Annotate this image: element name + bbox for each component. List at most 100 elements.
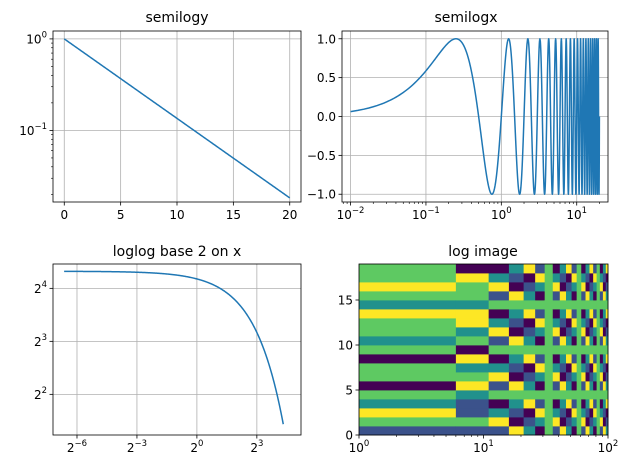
- heatmap-cell: [455, 309, 490, 319]
- heatmap-cell: [596, 399, 601, 409]
- heatmap-cell: [605, 282, 609, 292]
- heatmap-cell: [566, 408, 572, 418]
- heatmap-cell: [589, 399, 594, 409]
- heatmap-cell: [576, 300, 582, 310]
- heatmap-cell: [544, 363, 554, 373]
- heatmap-cell: [552, 417, 561, 427]
- heatmap-cell: [596, 381, 601, 391]
- heatmap-cell: [544, 381, 554, 391]
- heatmap-cell: [359, 309, 457, 319]
- heatmap-cell: [559, 363, 567, 373]
- x-tick-label-base: 10: [412, 208, 427, 222]
- x-tick-label-base: 10: [349, 441, 364, 455]
- heatmap-cell: [596, 282, 601, 292]
- heatmap-cell: [581, 282, 586, 292]
- heatmap-cell: [359, 381, 457, 391]
- heatmap-cell: [488, 426, 510, 436]
- heatmap-cell: [576, 354, 582, 364]
- heatmap-cell: [596, 264, 601, 274]
- heatmap-cell: [589, 300, 594, 310]
- y-tick-label-exponent: 0: [42, 30, 47, 40]
- heatmap-cell: [566, 363, 572, 373]
- y-tick-label: 23: [34, 333, 47, 349]
- x-tick-label-base: 2: [127, 441, 135, 455]
- heatmap-cell: [596, 336, 601, 346]
- y-tick-label-exponent: 3: [42, 333, 47, 343]
- heatmap-cell: [576, 426, 582, 436]
- x-tick-label: 100: [349, 439, 370, 455]
- heatmap-cell: [455, 372, 490, 382]
- heatmap-cell: [593, 291, 598, 301]
- heatmap-cell: [544, 390, 554, 400]
- heatmap-cell: [359, 372, 457, 382]
- heatmap-cell: [566, 417, 572, 427]
- heatmap-cell: [523, 345, 536, 355]
- heatmap-cell: [581, 273, 586, 283]
- heatmap-cell: [602, 282, 607, 292]
- heatmap-cell: [605, 300, 609, 310]
- heatmap-cell: [566, 399, 572, 409]
- gridlines-semilogx: [342, 31, 608, 202]
- heatmap-cell: [523, 291, 536, 301]
- heatmap-cell: [535, 390, 546, 400]
- heatmap-cell: [571, 282, 578, 292]
- heatmap-cell: [523, 426, 536, 436]
- heatmap-cell: [605, 354, 609, 364]
- heatmap-cell: [523, 408, 536, 418]
- heatmap-cell: [488, 372, 510, 382]
- heatmap-cell: [596, 417, 601, 427]
- x-tick-label-base: 2: [67, 441, 75, 455]
- plot-area-semilogy: [63, 38, 291, 199]
- y-tick-label-exponent: 2: [42, 386, 47, 396]
- heatmap-cell: [559, 327, 567, 337]
- x-tick-label-base: 10: [566, 208, 581, 222]
- heatmap-cell: [552, 381, 561, 391]
- heatmap-cell: [581, 390, 586, 400]
- heatmap-cell: [523, 300, 536, 310]
- heatmap-cell: [566, 327, 572, 337]
- heatmap-cell: [523, 354, 536, 364]
- heatmap-cell: [605, 336, 609, 346]
- heatmap-cell: [599, 426, 604, 436]
- heatmap-cell: [571, 372, 578, 382]
- axes-frame-loglog: [52, 263, 302, 436]
- heatmap-cell: [571, 354, 578, 364]
- heatmap-cell: [566, 300, 572, 310]
- heatmap-cell: [552, 264, 561, 274]
- heatmap-cell: [535, 354, 546, 364]
- heatmap-cell: [455, 408, 490, 418]
- heatmap-cell: [535, 291, 546, 301]
- heatmap-cell: [593, 318, 598, 328]
- heatmap-cell: [566, 390, 572, 400]
- heatmap-cell: [508, 318, 525, 328]
- heatmap-cell: [596, 408, 601, 418]
- heatmap-cell: [455, 291, 490, 301]
- heatmap-cell: [593, 336, 598, 346]
- heatmap-cell: [576, 273, 582, 283]
- heatmap-cell: [552, 363, 561, 373]
- panel-title-semilogx: semilogx: [434, 10, 497, 26]
- heatmap-cell: [576, 390, 582, 400]
- heatmap-cell: [581, 264, 586, 274]
- heatmap-cell: [455, 336, 490, 346]
- heatmap-cell: [593, 417, 598, 427]
- x-tick-label-exponent: 0: [364, 439, 369, 449]
- heatmap-cell: [523, 372, 536, 382]
- heatmap-cell: [559, 426, 567, 436]
- heatmap-cell: [544, 282, 554, 292]
- heatmap-cell: [589, 318, 594, 328]
- heatmap-cell: [455, 354, 490, 364]
- heatmap-cell: [535, 336, 546, 346]
- heatmap-cell: [571, 345, 578, 355]
- heatmap-cell: [585, 426, 590, 436]
- heatmap-cell: [602, 363, 607, 373]
- heatmap-cell: [535, 309, 546, 319]
- heatmap-cell: [585, 318, 590, 328]
- x-tick-label-exponent: 1: [582, 206, 587, 216]
- x-tick-label: 100: [491, 206, 512, 222]
- heatmap-cell: [605, 363, 609, 373]
- heatmap-cell: [581, 309, 586, 319]
- x-tick-label-exponent: 2: [613, 439, 618, 449]
